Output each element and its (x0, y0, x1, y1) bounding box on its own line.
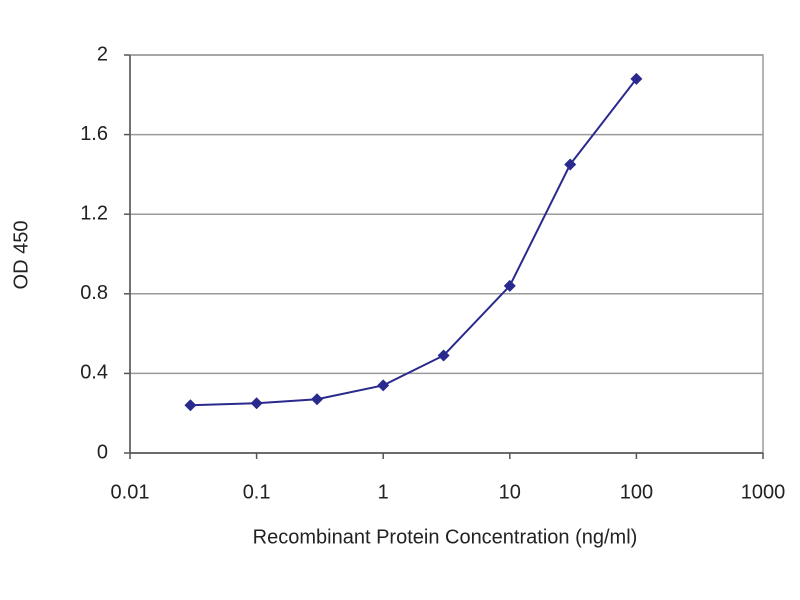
y-tick-label: 1.2 (80, 202, 108, 224)
y-tick-label: 2 (97, 43, 108, 65)
data-line (190, 78, 638, 407)
data-marker (630, 72, 643, 85)
data-marker (250, 397, 263, 410)
data-marker (184, 399, 197, 412)
y-axis-label: OD 450 (10, 221, 32, 290)
x-tick-label: 100 (620, 481, 653, 503)
y-tick-label: 1.6 (80, 123, 108, 145)
plot-frame (129, 54, 764, 454)
data-marker (311, 393, 324, 406)
x-axis-label: Recombinant Protein Concentration (ng/ml… (253, 526, 638, 548)
data-marker (377, 379, 390, 392)
x-tick-label: 1000 (741, 481, 786, 503)
data-marker (503, 279, 516, 292)
x-tick-label: 1 (378, 481, 389, 503)
x-tick-label: 10 (499, 481, 521, 503)
data-marker (564, 158, 577, 171)
y-tick-label: 0.4 (80, 362, 108, 384)
y-tick-label: 0.8 (80, 282, 108, 304)
data-marker (437, 349, 450, 362)
y-tick-label: 0 (97, 441, 108, 463)
x-tick-label: 0.01 (111, 481, 150, 503)
x-tick-label: 0.1 (243, 481, 271, 503)
